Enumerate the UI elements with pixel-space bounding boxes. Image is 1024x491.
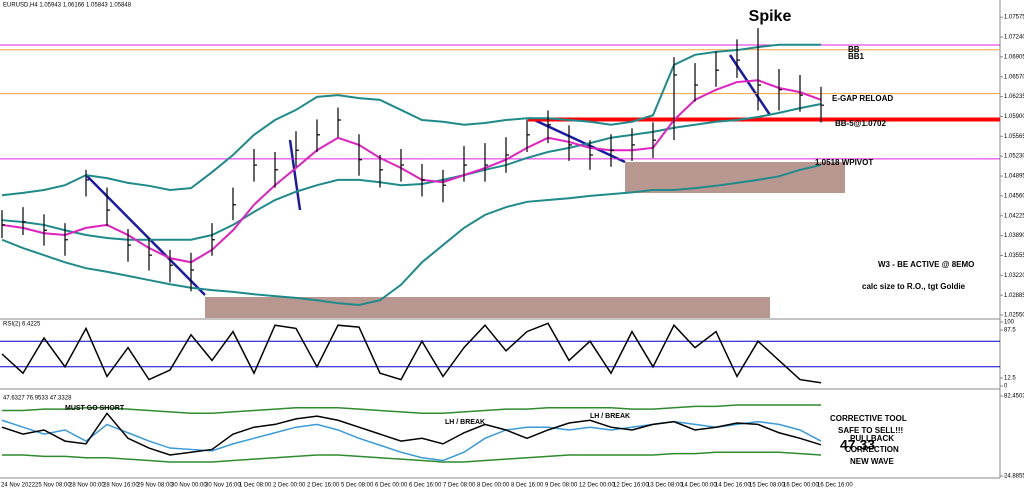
y-tick-label: 24.8855 bbox=[1004, 474, 1024, 480]
annotation: LH / BREAK bbox=[445, 419, 485, 426]
annotation: PULLBACK bbox=[850, 434, 894, 443]
indicator-line bbox=[2, 451, 822, 463]
x-tick-label: 30 Nov 16:00 bbox=[205, 483, 241, 489]
x-tick-label: 9 Dec 08:00 bbox=[545, 483, 578, 489]
y-tick-label: 1.06905 bbox=[1004, 54, 1024, 60]
indicator-line bbox=[2, 404, 821, 415]
indicator-line bbox=[1, 79, 822, 264]
y-tick-label: 1.07240 bbox=[1004, 35, 1024, 41]
demand-zone bbox=[205, 297, 770, 318]
annotation: W3 - BE ACTIVE @ 8EMO bbox=[878, 260, 974, 269]
y-tick-label: 1.03890 bbox=[1004, 233, 1024, 239]
y-tick-label: 1.03555 bbox=[1004, 253, 1024, 259]
panel-title: 47.6327 76.9533 47.3328 bbox=[3, 396, 72, 402]
x-tick-label: 8 Dec 00:00 bbox=[477, 483, 510, 489]
symbol-header: EURUSD,H4 1.05943 1.06166 1.05843 1.0584… bbox=[3, 3, 132, 9]
y-tick-label: 1.07575 bbox=[1004, 15, 1024, 21]
annotation: BB-5@1.0702 bbox=[835, 119, 886, 128]
indicator-line bbox=[1, 164, 822, 306]
x-tick-label: 5 Dec 08:00 bbox=[341, 483, 374, 489]
annotation: CORRECTION bbox=[845, 445, 899, 454]
annotation: SAFE TO SELL!!! bbox=[838, 426, 903, 435]
y-tick-label: 1.02550 bbox=[1004, 313, 1024, 319]
indicator-line bbox=[1, 412, 822, 456]
trendline bbox=[288, 139, 302, 211]
annotation: BB bbox=[848, 45, 860, 54]
y-tick-label: 1.06235 bbox=[1004, 94, 1024, 100]
x-tick-label: 15 Dec 08:00 bbox=[749, 483, 785, 489]
x-tick-label: 2 Dec 00:00 bbox=[273, 483, 306, 489]
trendline bbox=[529, 116, 626, 164]
y-tick-label: 1.03220 bbox=[1004, 273, 1024, 279]
x-tick-label: 28 Nov 16:00 bbox=[103, 483, 139, 489]
x-tick-label: 7 Dec 08:00 bbox=[443, 483, 476, 489]
annotation: LH / BREAK bbox=[590, 413, 630, 420]
annotation: CORRECTIVE TOOL bbox=[830, 414, 907, 423]
y-tick-label: 1.04225 bbox=[1004, 213, 1024, 219]
x-tick-label: 30 Nov 00:00 bbox=[171, 483, 207, 489]
indicator-line bbox=[1, 103, 822, 241]
annotation: BB1 bbox=[848, 52, 865, 61]
annotation: MUST GO SHORT bbox=[65, 405, 125, 412]
x-tick-label: 6 Dec 16:00 bbox=[409, 483, 442, 489]
y-tick-label: 1.05230 bbox=[1004, 154, 1024, 160]
x-tick-label: 16 Dec 00:00 bbox=[783, 483, 819, 489]
y-tick-label: 0 bbox=[1004, 384, 1008, 390]
annotation: 1.0518 WPIVOT bbox=[815, 158, 873, 167]
x-tick-label: 28 Nov 00:00 bbox=[69, 483, 105, 489]
x-tick-label: 6 Dec 00:00 bbox=[375, 483, 408, 489]
y-tick-label: 1.04895 bbox=[1004, 174, 1024, 180]
annotation: calc size to R.O., tgt Goldie bbox=[862, 282, 966, 291]
x-tick-label: 25 Nov 08:00 bbox=[35, 483, 71, 489]
annotation: Spike bbox=[749, 8, 792, 25]
x-tick-label: 14 Dec 00:00 bbox=[681, 483, 717, 489]
panel-title: RSI(2) 6.4225 bbox=[3, 322, 41, 328]
y-tick-label: 87.5 bbox=[1004, 328, 1016, 334]
x-tick-label: 16 Dec 16:00 bbox=[817, 483, 853, 489]
x-tick-label: 12 Dec 00:00 bbox=[579, 483, 615, 489]
y-tick-label: 1.05565 bbox=[1004, 134, 1024, 140]
y-tick-label: 82.4503 bbox=[1004, 394, 1024, 400]
y-tick-label: 1.05900 bbox=[1004, 114, 1024, 120]
annotation: E-GAP RELOAD bbox=[832, 94, 893, 103]
x-tick-label: 2 Dec 16:00 bbox=[307, 483, 340, 489]
x-tick-label: 29 Nov 08:00 bbox=[137, 483, 173, 489]
x-tick-label: 24 Nov 2022 bbox=[1, 483, 36, 489]
indicator-line bbox=[1, 419, 822, 462]
y-tick-label: 1.06570 bbox=[1004, 74, 1024, 80]
x-tick-label: 1 Dec 08:00 bbox=[239, 483, 272, 489]
indicator-line bbox=[1, 43, 821, 197]
indicator-line bbox=[1, 322, 822, 384]
y-tick-label: 1.02885 bbox=[1004, 293, 1024, 299]
x-tick-label: 13 Dec 08:00 bbox=[647, 483, 683, 489]
x-tick-label: 12 Dec 16:00 bbox=[613, 483, 649, 489]
trendline bbox=[85, 174, 206, 296]
y-tick-label: 1.04560 bbox=[1004, 193, 1024, 199]
x-tick-label: 8 Dec 16:00 bbox=[511, 483, 544, 489]
x-tick-label: 14 Dec 16:00 bbox=[715, 483, 751, 489]
y-tick-label: 100 bbox=[1004, 320, 1015, 326]
y-tick-label: 12.5 bbox=[1004, 376, 1016, 382]
annotation: NEW WAVE bbox=[850, 457, 895, 466]
last-value: 47.33 bbox=[840, 437, 875, 453]
